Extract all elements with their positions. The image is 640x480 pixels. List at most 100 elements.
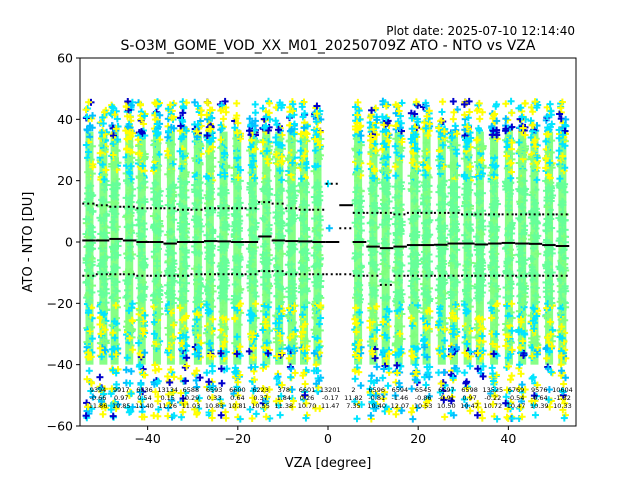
scatter-point	[101, 253, 109, 261]
scatter-point	[83, 375, 91, 383]
scatter-point	[141, 349, 149, 357]
scatter-point	[96, 320, 104, 328]
scatter-column	[96, 106, 111, 418]
scatter-point	[96, 268, 104, 276]
scatter-point	[99, 410, 107, 418]
scatter-point	[126, 170, 134, 178]
scatter-point	[89, 191, 97, 199]
scatter-point	[136, 100, 144, 108]
scatter-point	[139, 403, 147, 411]
scatter-column	[202, 98, 217, 422]
scatter-column	[134, 99, 149, 421]
scatter-point	[100, 390, 108, 398]
scatter-point	[153, 173, 161, 181]
scatter-point	[128, 154, 136, 162]
scatter-point	[170, 373, 178, 381]
scatter-point	[109, 140, 117, 148]
scatter-point	[170, 216, 178, 224]
scatter-point	[86, 327, 94, 335]
scatter-point	[136, 252, 144, 260]
scatter-point	[135, 206, 143, 214]
scatter-point	[101, 326, 109, 334]
scatter-point	[89, 163, 97, 171]
scatter-point	[136, 388, 144, 396]
scatter-point	[88, 124, 96, 132]
scatter-point	[123, 302, 131, 310]
scatter-point	[127, 407, 135, 415]
plot-inner: 9394-0.6611.8699170.9710.8565360.5411.40…	[82, 97, 573, 423]
scatter-point	[139, 317, 147, 325]
scatter-point	[89, 282, 97, 290]
scatter-point	[134, 136, 142, 144]
scatter-point	[156, 287, 164, 295]
scatter-point	[127, 390, 135, 398]
scatter-point	[219, 115, 227, 123]
scatter-point	[123, 323, 131, 331]
scatter-point	[123, 354, 131, 362]
scatter-point	[138, 395, 146, 403]
scatter-point	[96, 344, 104, 352]
scatter-point	[108, 192, 116, 200]
scatter-point	[82, 412, 90, 420]
scatter-point	[150, 248, 158, 256]
scatter-point	[102, 212, 110, 220]
scatter-point	[123, 135, 131, 143]
scatter-column	[107, 101, 122, 421]
scatter-point	[154, 185, 162, 193]
scatter-point	[100, 175, 108, 183]
scatter-point	[99, 198, 107, 206]
scatter-point	[113, 287, 121, 295]
scatter-point	[98, 353, 106, 361]
scatter-point	[151, 277, 159, 285]
scatter-point	[166, 378, 174, 386]
scatter-point	[153, 314, 161, 322]
scatter-point	[167, 353, 175, 361]
scatter-point	[135, 316, 143, 324]
scatter-point	[123, 223, 131, 231]
scatter-point	[153, 257, 161, 265]
scatter-point	[100, 229, 108, 237]
scatter-point	[126, 253, 134, 261]
scatter-point	[154, 393, 162, 401]
scatter-point	[127, 367, 135, 375]
scatter-point	[127, 198, 135, 206]
scatter-point	[112, 351, 120, 359]
scatter-point	[154, 336, 162, 344]
scatter-point	[139, 330, 147, 338]
scatter-column	[163, 99, 178, 421]
scatter-point	[156, 220, 164, 228]
scatter-point	[164, 412, 172, 420]
scatter-point	[122, 194, 130, 202]
scatter-point	[96, 214, 104, 222]
plot-area: 9394-0.6611.8699170.9710.8565360.5411.40…	[47, 51, 577, 446]
scatter-point	[128, 221, 136, 229]
scatter-point	[83, 338, 91, 346]
scatter-point	[150, 223, 158, 231]
scatter-point	[100, 318, 108, 326]
scatter-point	[154, 405, 162, 413]
scatter-point	[151, 361, 159, 369]
scatter-point	[203, 98, 211, 106]
scatter-point	[85, 286, 93, 294]
scatter-point	[124, 280, 132, 288]
scatter-column	[230, 99, 245, 423]
scatter-point	[152, 153, 160, 161]
scatter-point	[137, 334, 145, 342]
scatter-point	[85, 367, 93, 375]
scatter-point	[126, 128, 134, 136]
scatter-point	[101, 346, 109, 354]
scatter-point	[137, 381, 145, 389]
scatter-point	[127, 212, 135, 220]
scatter-point	[107, 110, 115, 118]
scatter-point	[153, 120, 161, 128]
scatter-point	[150, 303, 158, 311]
scatter-point	[82, 106, 90, 114]
scatter-point	[87, 387, 95, 395]
scatter-point	[167, 123, 175, 131]
scatter-point	[125, 307, 133, 315]
scatter-point	[99, 160, 107, 168]
scatter-point	[124, 97, 132, 105]
scatter-point	[150, 380, 158, 388]
scatter-point	[88, 170, 96, 178]
scatter-point	[135, 299, 143, 307]
